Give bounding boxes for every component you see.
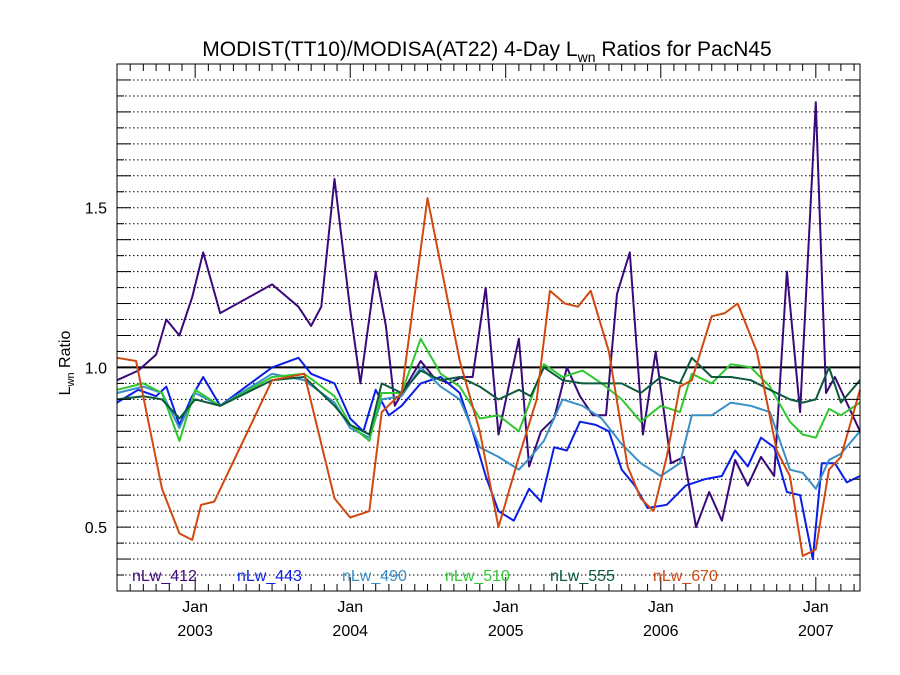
x-tick-label-month: Jan [803, 599, 829, 616]
legend: nLw_412 nLw_443 nLw_490 nLw_510 nLw_555 nLw_6… [132, 568, 718, 585]
y-axis-label-subscript: wn [65, 372, 77, 387]
chart-title: MODIST(TT10)/MODISA(AT22) 4-Day Lwn Rati… [202, 38, 771, 65]
y-tick-label: 0.5 [85, 520, 107, 537]
series-line-nlw-443 [116, 356, 861, 561]
chart-title-suffix: Ratios for PacN45 [595, 38, 771, 61]
series-line-nlw-510 [116, 337, 861, 442]
x-tick-label-month: Jan [337, 599, 363, 616]
x-axis: Jan 2003 Jan 2004 Jan 2005 Jan 2006 Jan 2007 [116, 64, 855, 640]
series-line-nlw-670 [116, 197, 861, 557]
x-tick-label-month: Jan [182, 599, 208, 616]
series-lines [116, 101, 861, 561]
plot-frame [116, 63, 861, 592]
y-axis-label: Lwn Ratio [57, 331, 77, 396]
legend-entry-nlw-555: nLw_555 [550, 568, 615, 585]
legend-entry-nlw-443: nLw_443 [237, 568, 302, 585]
plot-area: 0.51.01.5 Jan2003Jan2004Jan2005Jan2006Ja… [85, 63, 861, 640]
x-tick-label-year: 2006 [643, 623, 679, 640]
y-axis: 0.5 1.0 1.5 [85, 79, 860, 592]
chart-title-prefix: MODIST(TT10)/MODISA(AT22) 4-Day L [202, 38, 577, 61]
x-tick-label-month: Jan [493, 599, 519, 616]
x-tick-label-year: 2004 [332, 623, 368, 640]
series-line-nlw-412 [116, 101, 861, 529]
legend-entry-nlw-670: nLw_670 [653, 568, 718, 585]
y-tick-label: 1.0 [85, 360, 107, 377]
x-tick-label-year: 2003 [177, 623, 213, 640]
x-tick-label-year: 2005 [488, 623, 524, 640]
legend-entry-nlw-510: nLw_510 [445, 568, 510, 585]
x-tick-label-month: Jan [648, 599, 674, 616]
chart-title-subscript: wn [577, 49, 596, 65]
legend-entry-nlw-490: nLw_490 [342, 568, 407, 585]
x-tick-label-year: 2007 [798, 623, 834, 640]
y-tick-label: 1.5 [85, 201, 107, 218]
series-line-nlw-555 [116, 356, 861, 436]
y-axis-label-main: L [57, 386, 74, 395]
legend-entry-nlw-412: nLw_412 [132, 568, 197, 585]
y-axis-label-suffix: Ratio [57, 331, 74, 373]
